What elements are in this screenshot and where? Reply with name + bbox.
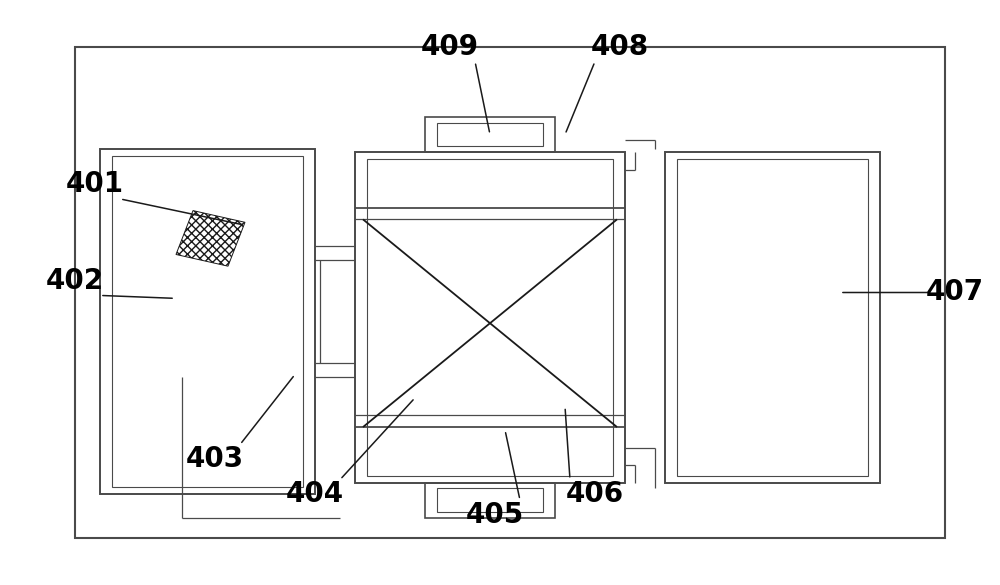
Bar [665, 152, 880, 483]
Text: 408: 408 [591, 33, 649, 61]
Bar [112, 156, 303, 487]
Bar [75, 47, 945, 538]
Text: 405: 405 [466, 501, 524, 529]
Bar [355, 152, 625, 483]
Text: 403: 403 [186, 445, 244, 473]
Bar [437, 123, 543, 146]
Text: 406: 406 [566, 480, 624, 508]
Text: 404: 404 [286, 480, 344, 508]
Text: 407: 407 [926, 278, 984, 307]
Bar [100, 149, 315, 494]
Bar [425, 483, 555, 518]
Text: 401: 401 [66, 170, 124, 198]
Bar [367, 159, 613, 476]
Bar [677, 159, 868, 476]
Bar [425, 117, 555, 152]
Text: 402: 402 [46, 267, 104, 295]
Polygon shape [176, 211, 245, 266]
Bar [437, 488, 543, 512]
Text: 409: 409 [421, 33, 479, 61]
